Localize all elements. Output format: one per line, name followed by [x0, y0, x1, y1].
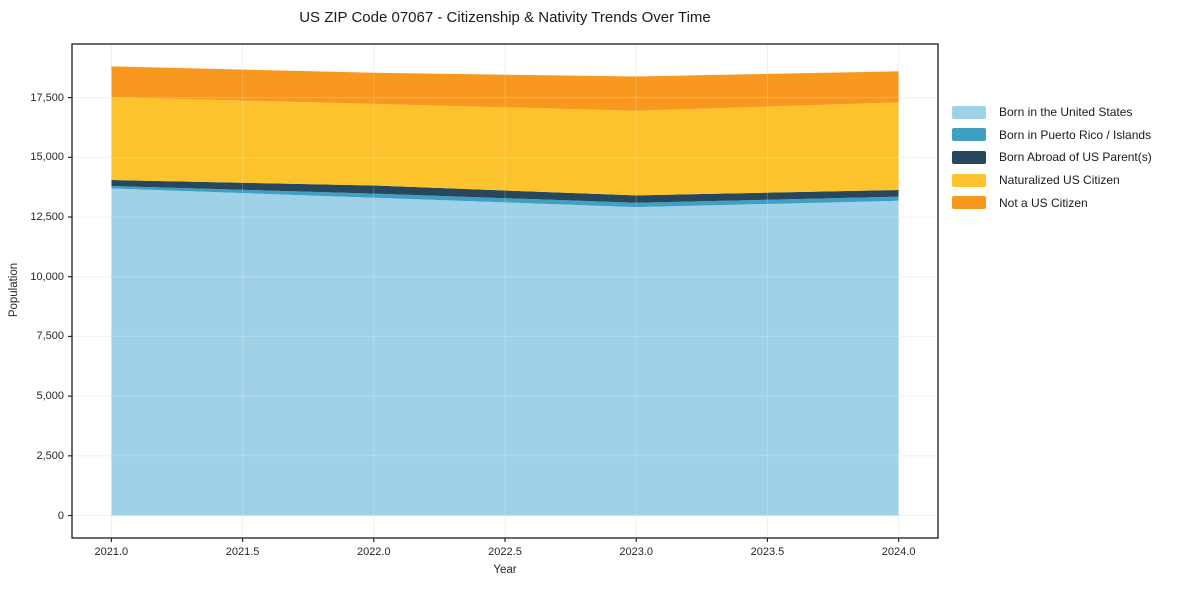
- area-series-4: [111, 66, 899, 111]
- y-axis-label: Population: [8, 262, 20, 318]
- y-tick-label: 0: [57, 509, 64, 522]
- y-tick-label: 12,500: [30, 211, 64, 224]
- legend-label: Born in the United States: [999, 105, 1133, 120]
- x-tick-label: 2022.5: [488, 546, 522, 558]
- legend-item: Naturalized US Citizen: [952, 169, 1152, 192]
- legend-item: Born in Puerto Rico / Islands: [952, 124, 1152, 147]
- y-tick-label: 17,500: [30, 91, 64, 104]
- legend-swatch-puerto-rico: [952, 128, 986, 142]
- x-tick-label: 2023.0: [619, 546, 654, 558]
- legend-item: Born in the United States: [952, 101, 1152, 124]
- x-tick-label: 2023.5: [750, 546, 785, 558]
- legend-label: Not a US Citizen: [999, 195, 1088, 210]
- x-tick-label: 2021.0: [94, 546, 129, 558]
- x-tick-label: 2021.5: [225, 546, 260, 558]
- y-tick-label: 5,000: [36, 390, 64, 403]
- legend-swatch-naturalized: [952, 173, 986, 187]
- x-tick-label: 2022.0: [356, 546, 391, 558]
- area-series-2: [111, 180, 899, 203]
- y-tick-label: 15,000: [30, 151, 64, 164]
- legend-label: Born in Puerto Rico / Islands: [999, 127, 1152, 142]
- legend-item: Not a US Citizen: [952, 191, 1152, 214]
- y-tick-label: 7,500: [36, 330, 64, 343]
- area-series-1: [111, 186, 899, 208]
- legend-label: Naturalized US Citizen: [999, 173, 1120, 188]
- legend: Born in the United States Born in Puerto…: [952, 101, 1152, 214]
- legend-label: Born Abroad of US Parent(s): [999, 150, 1152, 165]
- legend-item: Born Abroad of US Parent(s): [952, 146, 1152, 169]
- legend-swatch-born-abroad: [952, 150, 986, 164]
- y-tick-label: 10,000: [30, 270, 64, 283]
- chart-title: US ZIP Code 07067 - Citizenship & Nativi…: [299, 9, 711, 26]
- x-tick-label: 2024.0: [881, 546, 916, 558]
- y-tick-label: 2,500: [36, 449, 64, 462]
- x-axis-label: Year: [493, 564, 517, 576]
- legend-swatch-not-citizen: [952, 196, 986, 210]
- legend-swatch-born-us: [952, 105, 986, 119]
- area-series-3: [111, 97, 899, 196]
- area-series-0: [111, 188, 899, 516]
